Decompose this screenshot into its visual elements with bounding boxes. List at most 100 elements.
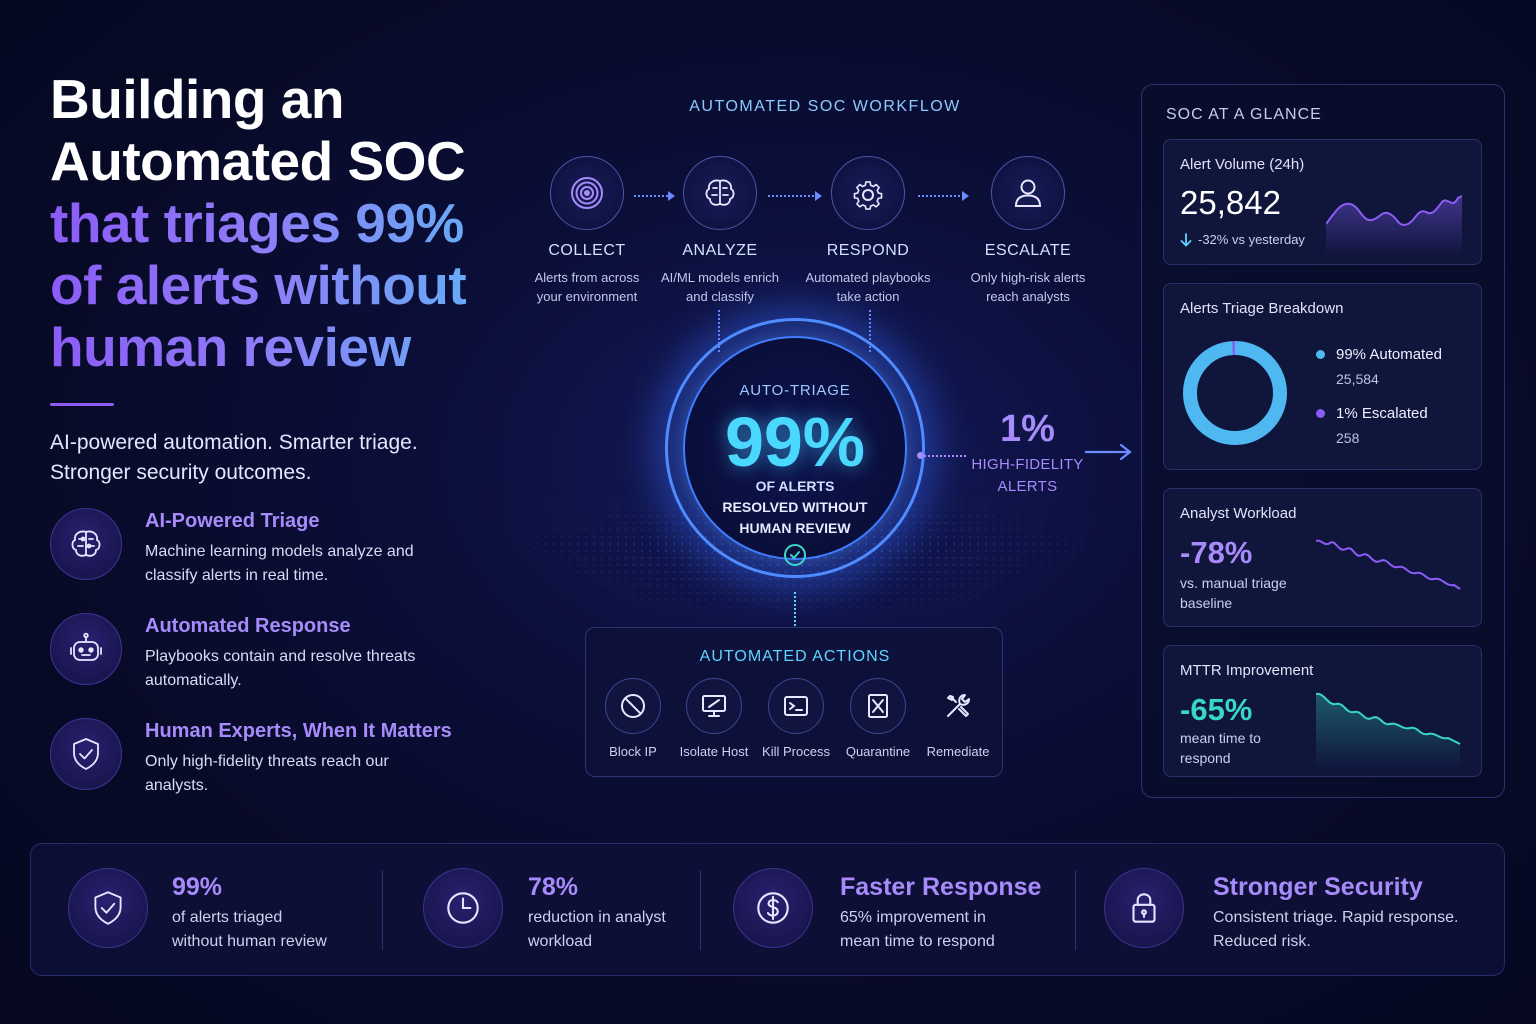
card-title: Alert Volume (24h) <box>1180 156 1305 173</box>
workload-value: -78% <box>1180 535 1253 570</box>
action-kill-process[interactable]: Kill Process <box>755 678 837 759</box>
hero-title: Building an Automated SOC that triages 9… <box>50 68 510 378</box>
quarantine-icon <box>850 678 906 734</box>
lock-icon <box>1104 868 1184 948</box>
action-label: Remediate <box>926 744 990 759</box>
legend-escalated-swatch <box>1316 409 1325 418</box>
donut-automated-arc <box>1183 341 1287 445</box>
feature-automated-response: Automated Response Playbooks contain and… <box>50 613 480 703</box>
card-title: Analyst Workload <box>1180 505 1297 522</box>
shield-check-icon <box>68 868 148 948</box>
hero-title-line4: of alerts without <box>50 254 510 316</box>
robot-icon <box>50 613 122 685</box>
arrow-right-icon <box>962 191 969 201</box>
stat-divider <box>1075 870 1076 950</box>
hero-divider <box>50 403 114 406</box>
arrow-down-icon <box>1180 232 1192 247</box>
stat-heading: Stronger Security <box>1213 873 1423 901</box>
action-label: Block IP <box>609 744 657 759</box>
alert-volume-value: 25,842 <box>1180 184 1281 221</box>
user-icon <box>991 156 1065 230</box>
stat-divider <box>700 870 701 950</box>
card-title: MTTR Improvement <box>1180 662 1314 679</box>
workflow-step-label: COLLECT <box>548 242 626 259</box>
workload-desc: vs. manual triage baseline <box>1180 575 1287 611</box>
auto-triage-ring: AUTO-TRIAGE 99% OF ALERTS RESOLVED WITHO… <box>665 318 925 578</box>
donut-escalated-arc <box>1183 341 1287 445</box>
ring-outer <box>665 318 925 578</box>
arrow-right-icon <box>1085 443 1132 461</box>
arrow-right-icon <box>668 191 675 201</box>
workflow-step-respond: RESPOND Automated playbooks take action <box>788 156 948 306</box>
workflow-step-desc: Only high-risk alerts reach analysts <box>970 270 1086 304</box>
high-fidelity-value: 1% <box>1000 408 1055 450</box>
workflow-step-label: RESPOND <box>826 242 910 259</box>
connector-dot <box>917 452 924 459</box>
feature-desc: Machine learning models analyze and clas… <box>145 543 414 584</box>
workflow-step-escalate: ESCALATE Only high-risk alerts reach anal… <box>948 156 1108 306</box>
alert-volume-change: -32% vs yesterday <box>1180 232 1305 247</box>
legend-automated-count: 25,584 <box>1336 371 1379 387</box>
respond-connector <box>869 310 871 352</box>
mttr-value: -65% <box>1180 692 1253 727</box>
arrow-right-icon <box>815 191 822 201</box>
fingerprint-icon <box>550 156 624 230</box>
workflow-step-collect: COLLECT Alerts from across your environme… <box>507 156 667 306</box>
workflow-step-label: ANALYZE <box>682 242 758 259</box>
alert-volume-sparkline <box>1326 195 1462 256</box>
analyst-workload-card: Analyst Workload -78% vs. manual triage b… <box>1163 488 1482 627</box>
action-quarantine[interactable]: Quarantine <box>837 678 919 759</box>
hero-subtitle-line2: Stronger security outcomes. <box>50 461 312 484</box>
hero-title-line2: Automated SOC <box>50 130 466 192</box>
feature-title: Human Experts, When It Matters <box>145 720 452 742</box>
actions-title: AUTOMATED ACTIONS <box>699 648 891 665</box>
feature-desc: Only high-fidelity threats reach our ana… <box>145 753 389 794</box>
mttr-desc: mean time to respond <box>1180 730 1261 766</box>
workflow-title: AUTOMATED SOC WORKFLOW <box>689 98 961 115</box>
glance-title: SOC AT A GLANCE <box>1166 106 1322 123</box>
card-title: Alerts Triage Breakdown <box>1180 300 1344 317</box>
workflow-step-desc: AI/ML models enrich and classify <box>660 270 779 304</box>
gear-icon <box>831 156 905 230</box>
stat-heading: 99% <box>172 873 223 901</box>
monitor-icon <box>686 678 742 734</box>
stat-desc: Consistent triage. Rapid response. Reduce… <box>1213 909 1459 950</box>
workflow-step-desc: Alerts from across your environment <box>534 270 640 304</box>
stat-desc: reduction in analyst workload <box>528 909 666 950</box>
automated-actions-panel: AUTOMATED ACTIONS Block IP Isolate Host … <box>585 627 1003 777</box>
legend-escalated-count: 258 <box>1336 430 1360 446</box>
hero-subtitle-line1: AI-powered automation. Smarter triage. <box>50 431 418 454</box>
stat-heading: 78% <box>528 873 579 901</box>
workflow-connector <box>634 195 672 197</box>
workload-sparkline <box>1316 539 1461 590</box>
feature-desc: Playbooks contain and resolve threats au… <box>145 648 416 689</box>
triage-breakdown-card: Alerts Triage Breakdown 99% Automated 25… <box>1163 283 1482 470</box>
action-isolate-host[interactable]: Isolate Host <box>673 678 755 759</box>
action-label: Isolate Host <box>679 744 749 759</box>
analyze-connector <box>718 310 720 352</box>
mttr-sparkline <box>1316 692 1461 770</box>
action-label: Kill Process <box>762 744 830 759</box>
brain-icon <box>50 508 122 580</box>
legend-automated-swatch <box>1316 350 1325 359</box>
stat-divider <box>382 870 383 950</box>
brain-icon <box>683 156 757 230</box>
triage-donut-chart <box>1183 341 1287 445</box>
clock-icon <box>423 868 503 948</box>
action-block-ip[interactable]: Block IP <box>592 678 674 759</box>
high-fidelity-label: HIGH-FIDELITY ALERTS <box>971 456 1084 495</box>
feature-title: Automated Response <box>145 615 351 637</box>
actions-connector <box>794 592 796 626</box>
legend-escalated-label: 1% Escalated <box>1336 405 1428 422</box>
shield-check-icon <box>50 718 122 790</box>
hero-title-line5: human review <box>50 316 510 378</box>
auto-triage-value: 99% <box>724 403 866 481</box>
feature-human-experts: Human Experts, When It Matters Only high… <box>50 718 480 808</box>
hero-title-line3: that triages 99% <box>50 192 510 254</box>
feature-title: AI-Powered Triage <box>145 510 320 532</box>
mttr-card: MTTR Improvement -65% mean time to respon… <box>1163 645 1482 777</box>
block-icon <box>605 678 661 734</box>
workflow-connector <box>918 195 964 197</box>
action-remediate[interactable]: Remediate <box>917 678 999 759</box>
legend-automated-label: 99% Automated <box>1336 346 1442 363</box>
